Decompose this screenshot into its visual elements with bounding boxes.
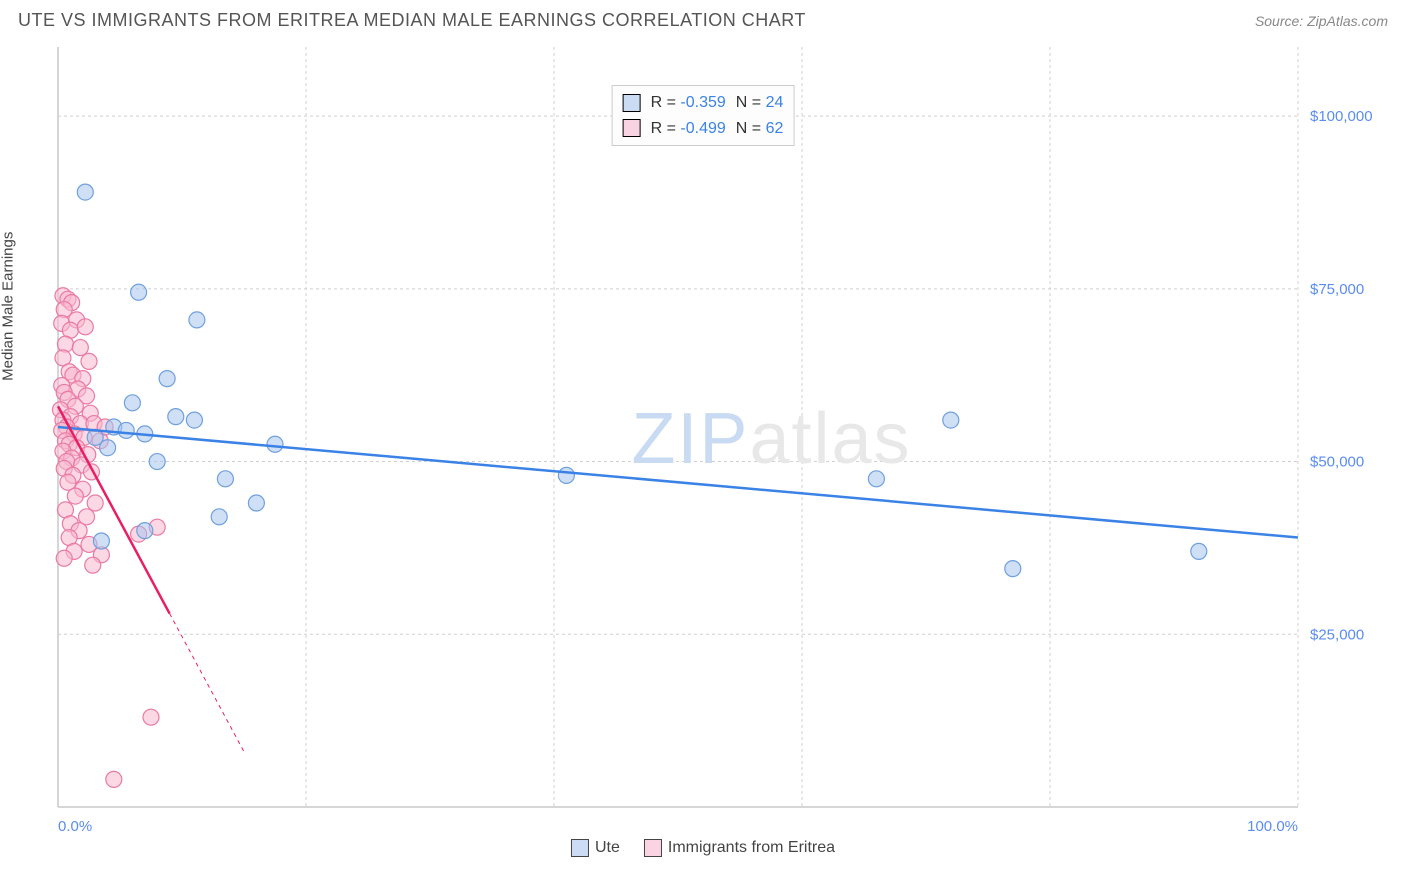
svg-text:100.0%: 100.0% bbox=[1247, 818, 1298, 835]
correlation-legend: R = -0.359 N = 24 R = -0.499 N = 62 bbox=[612, 85, 795, 146]
swatch-blue-icon bbox=[623, 94, 641, 112]
svg-text:0.0%: 0.0% bbox=[58, 818, 92, 835]
swatch-pink-icon bbox=[623, 119, 641, 137]
y-axis-label: Median Male Earnings bbox=[0, 232, 17, 381]
chart-title: UTE VS IMMIGRANTS FROM ERITREA MEDIAN MA… bbox=[18, 10, 806, 31]
chart-source: Source: ZipAtlas.com bbox=[1255, 13, 1388, 29]
swatch-blue-icon bbox=[571, 839, 589, 857]
svg-text:$75,000: $75,000 bbox=[1310, 281, 1364, 298]
swatch-pink-icon bbox=[644, 839, 662, 857]
svg-text:$100,000: $100,000 bbox=[1310, 108, 1373, 125]
scatter-chart: $25,000 $50,000 $75,000 $100,000 0.0% 100.0% bbox=[18, 37, 1388, 857]
chart-header: UTE VS IMMIGRANTS FROM ERITREA MEDIAN MA… bbox=[0, 0, 1406, 37]
legend-row: R = -0.359 N = 24 bbox=[623, 90, 784, 116]
legend-item: Immigrants from Eritrea bbox=[644, 839, 835, 857]
svg-text:$25,000: $25,000 bbox=[1310, 626, 1364, 643]
svg-text:$50,000: $50,000 bbox=[1310, 454, 1364, 471]
legend-item: Ute bbox=[571, 839, 620, 857]
series-legend: Ute Immigrants from Eritrea bbox=[571, 839, 835, 857]
legend-row: R = -0.499 N = 62 bbox=[623, 116, 784, 142]
chart-container: Median Male Earnings $25,000$50,000$75,0… bbox=[18, 37, 1388, 857]
